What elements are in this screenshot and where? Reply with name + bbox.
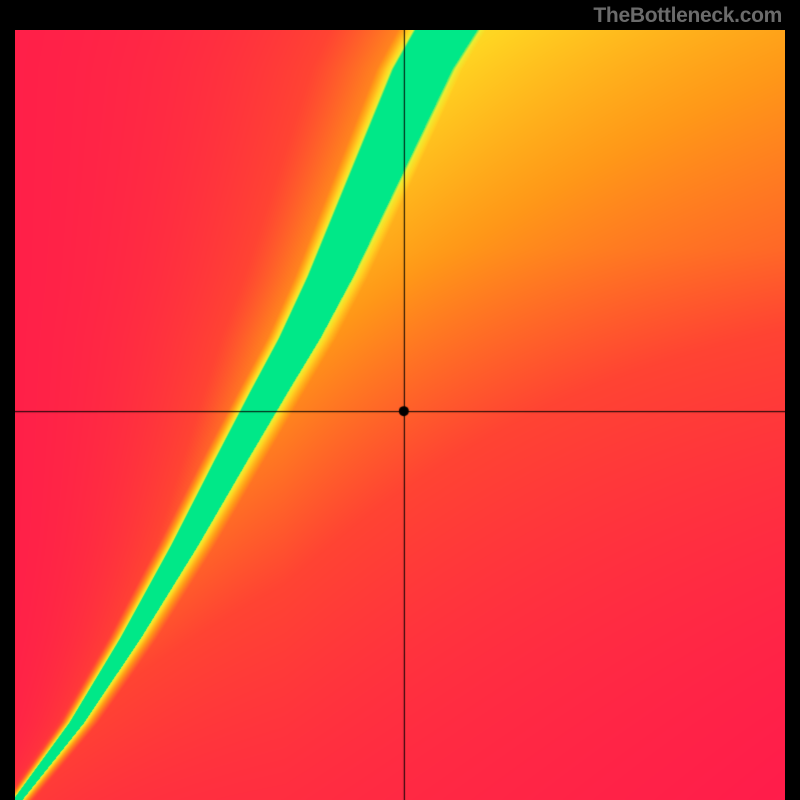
chart-container: TheBottleneck.com: [0, 0, 800, 800]
heatmap-canvas: [15, 30, 785, 800]
attribution-label: TheBottleneck.com: [593, 4, 782, 28]
